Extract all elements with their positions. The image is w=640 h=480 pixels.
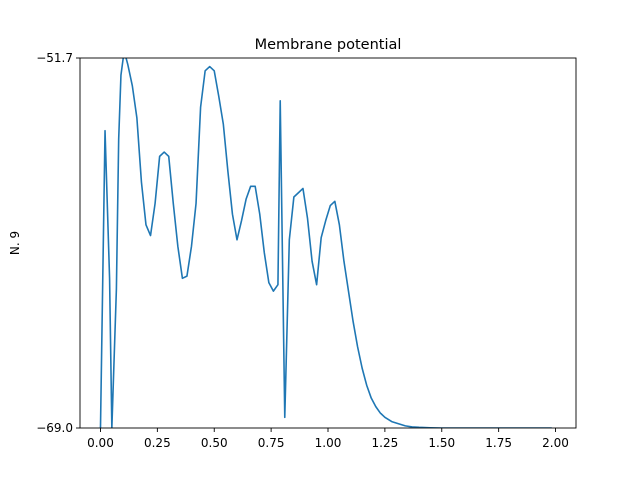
- x-tick-label: 1.75: [485, 436, 512, 450]
- x-tick-label: 0.00: [87, 436, 114, 450]
- y-axis-label: N. 9: [8, 231, 22, 255]
- plot-area: [79, 57, 577, 429]
- y-tick-label: −69.0: [36, 421, 73, 435]
- series-line: [99, 58, 552, 428]
- x-tick-label: 2.00: [542, 436, 569, 450]
- x-tick-label: 0.50: [201, 436, 228, 450]
- x-tick-label: 1.25: [372, 436, 399, 450]
- x-tick-label: 0.75: [258, 436, 285, 450]
- x-axis: 0.00 0.25 0.50 0.75 1.00 1.25 1.50 1.75 2.00: [87, 428, 569, 450]
- plot-frame: [79, 57, 577, 429]
- x-tick-label: 0.25: [144, 436, 171, 450]
- y-axis: −69.0 −51.7: [36, 51, 80, 435]
- x-tick-label: 1.50: [428, 436, 455, 450]
- chart-title: Membrane potential: [255, 37, 402, 53]
- y-tick-label: −51.7: [36, 51, 73, 65]
- x-tick-label: 1.00: [315, 436, 342, 450]
